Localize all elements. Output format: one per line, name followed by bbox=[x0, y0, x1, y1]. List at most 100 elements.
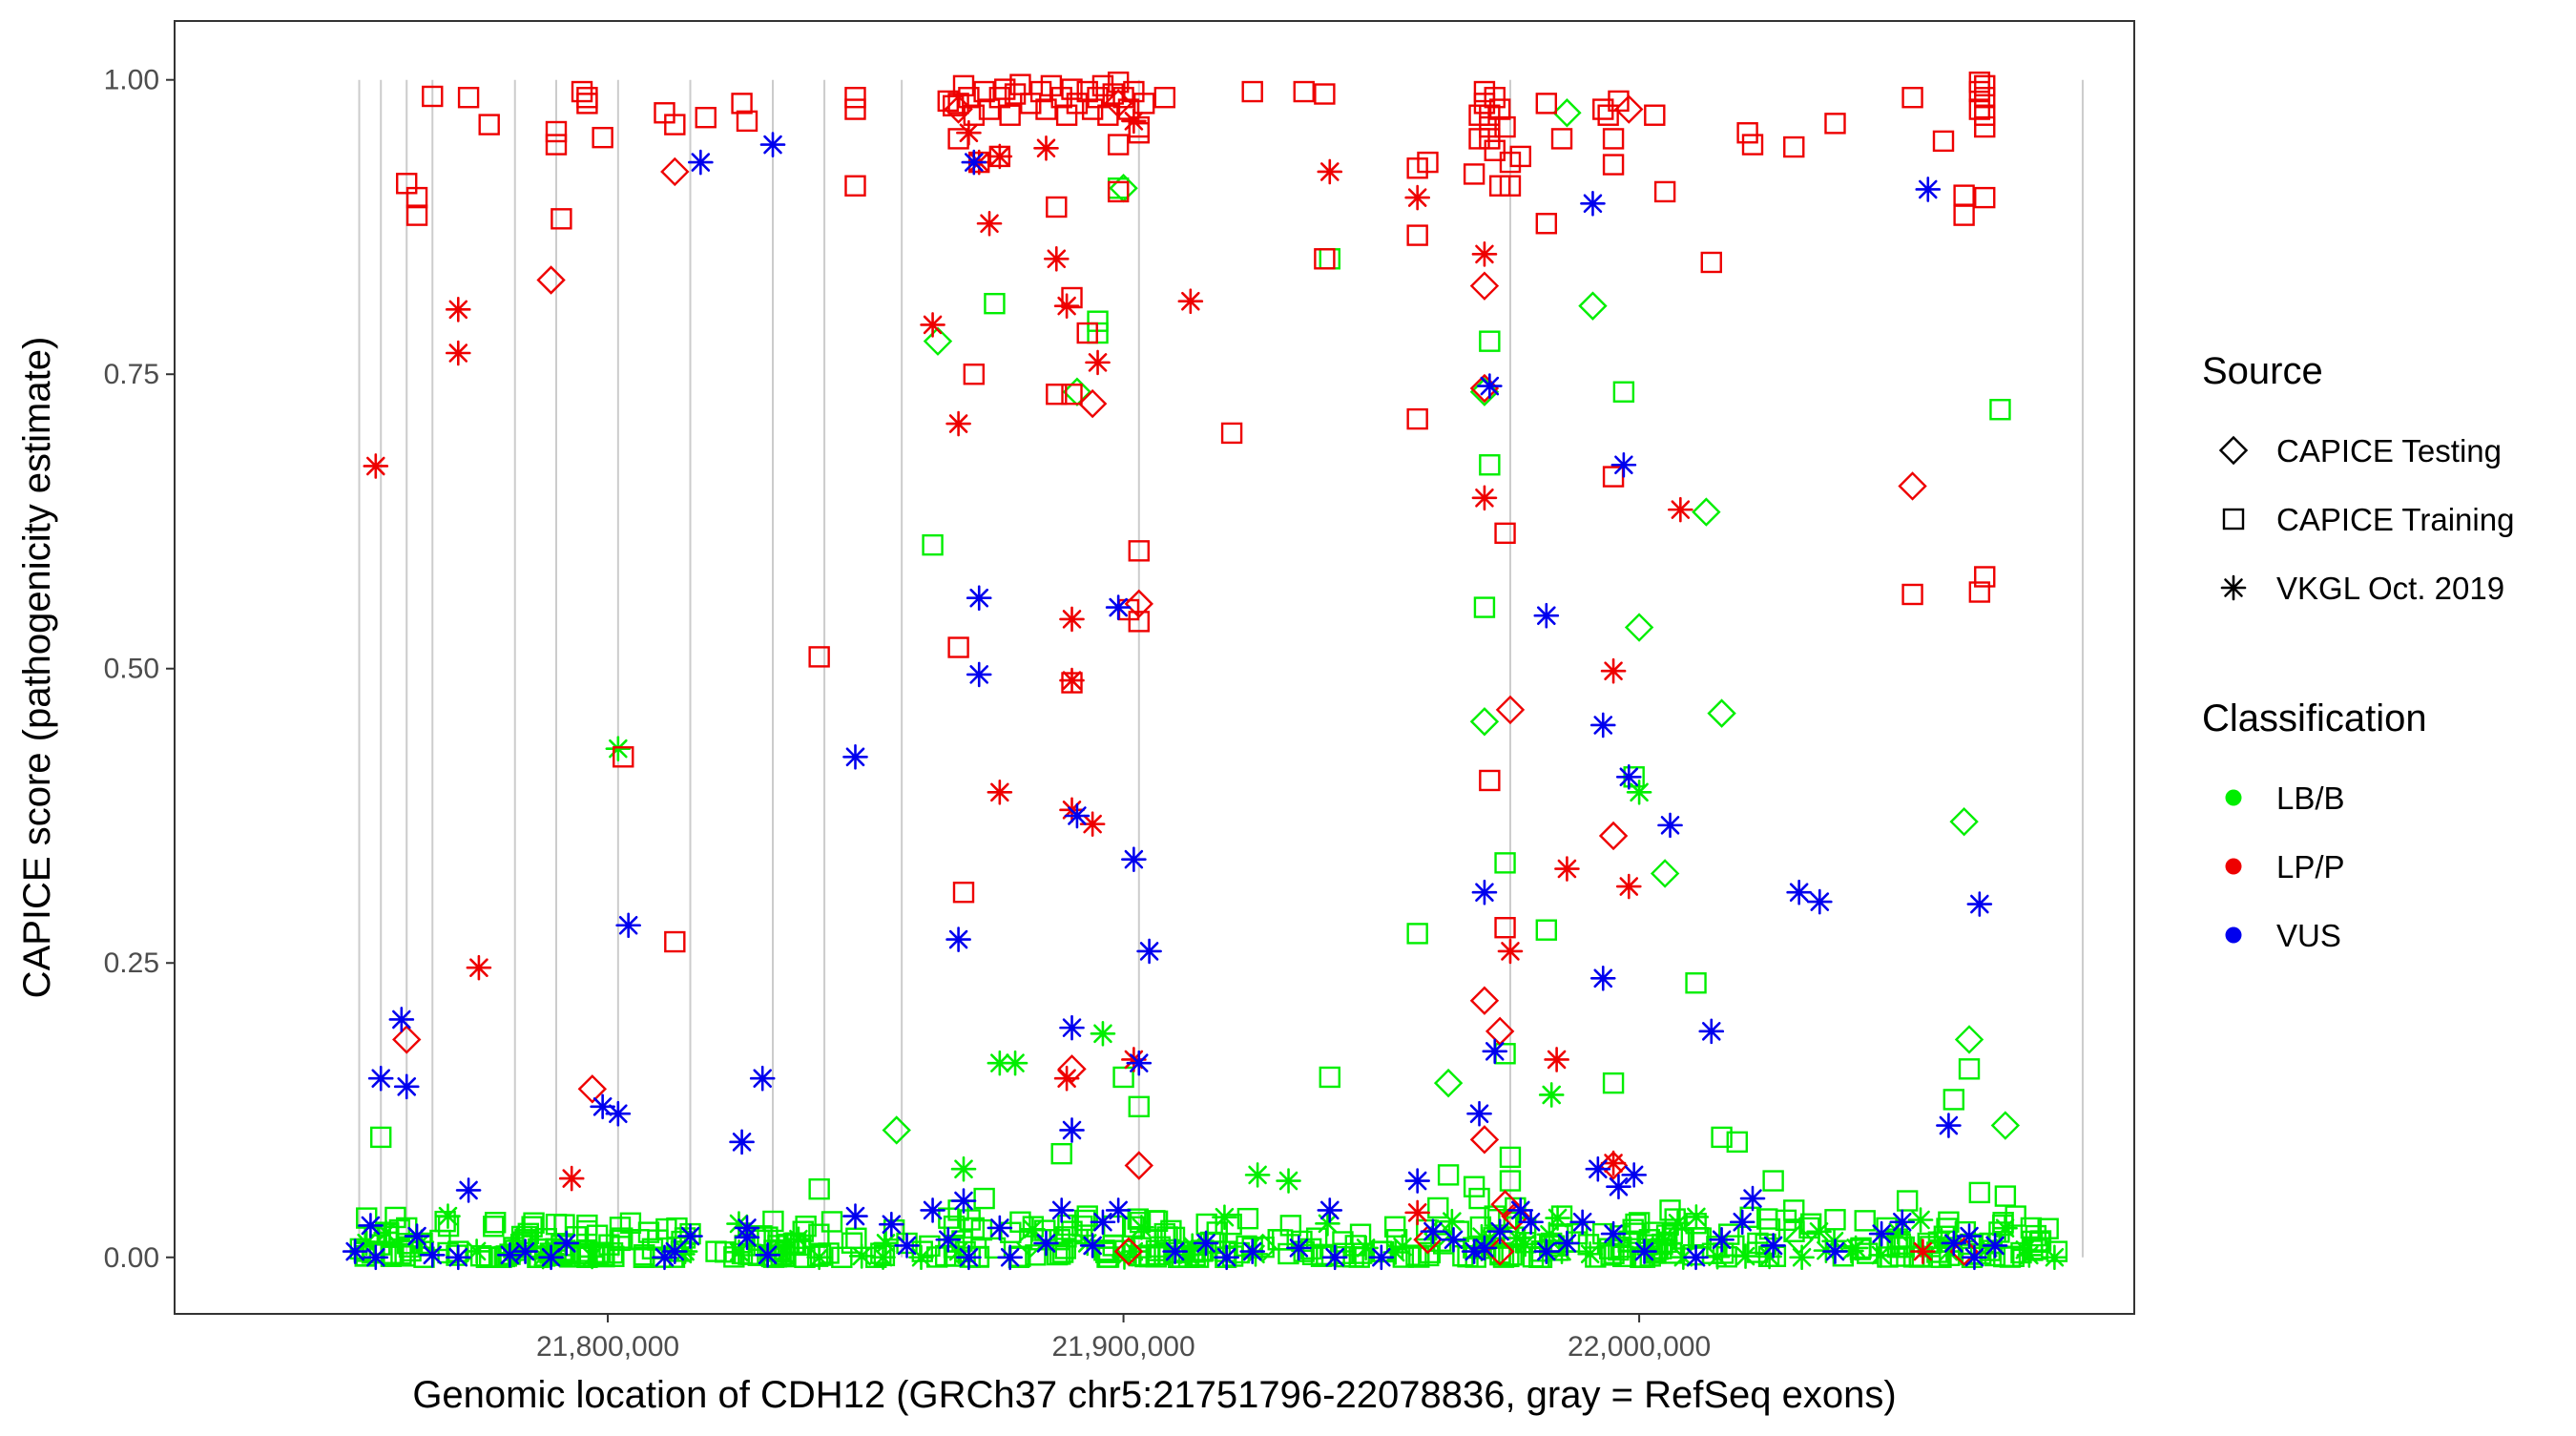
asterisk-stroke bbox=[763, 135, 782, 155]
point-square bbox=[628, 1229, 650, 1251]
point-asterisk bbox=[755, 1241, 780, 1268]
asterisk-stroke bbox=[1216, 1247, 1236, 1267]
point-square bbox=[1055, 1226, 1077, 1248]
series-vkgl-oct-2019-vus bbox=[342, 132, 2008, 1271]
point-square bbox=[1499, 175, 1522, 197]
point-asterisk bbox=[1317, 1197, 1343, 1223]
point-square bbox=[1035, 98, 1057, 120]
point-square bbox=[1061, 286, 1083, 309]
point-diamond bbox=[1077, 388, 1108, 419]
point-asterisk bbox=[2220, 574, 2247, 601]
panel-border bbox=[174, 20, 2135, 1315]
point-square bbox=[1783, 1199, 1805, 1221]
point-square bbox=[1022, 1216, 1045, 1238]
point-square bbox=[1241, 80, 1263, 103]
asterisk-stroke bbox=[729, 1214, 749, 1234]
point-asterisk bbox=[879, 1211, 904, 1238]
point-asterisk bbox=[1162, 1238, 1188, 1264]
point-asterisk bbox=[1683, 1244, 1709, 1271]
point-square bbox=[609, 1217, 632, 1238]
asterisk-stroke bbox=[345, 1241, 364, 1261]
point-square bbox=[1644, 104, 1666, 126]
point-square bbox=[634, 1244, 655, 1266]
point-square bbox=[1917, 1232, 1939, 1255]
point-square bbox=[1128, 122, 1150, 144]
point-square bbox=[870, 1242, 892, 1264]
asterisk-stroke bbox=[923, 315, 943, 335]
point-asterisk bbox=[1136, 938, 1162, 965]
asterisk-stroke bbox=[1892, 1212, 1912, 1232]
asterisk-stroke bbox=[990, 1218, 1009, 1238]
point-square bbox=[1128, 1095, 1150, 1118]
point-square bbox=[1076, 322, 1098, 344]
point-square bbox=[1932, 130, 1955, 153]
point-square bbox=[576, 1240, 598, 1262]
point-asterisk bbox=[920, 1197, 945, 1223]
point-asterisk bbox=[842, 743, 868, 770]
point-asterisk bbox=[497, 1241, 523, 1268]
point-square bbox=[1452, 1244, 1474, 1267]
asterisk-stroke bbox=[1537, 1241, 1556, 1261]
point-square bbox=[984, 292, 1006, 315]
asterisk-stroke bbox=[1810, 892, 1830, 911]
y-tick-label: 0.00 bbox=[104, 1242, 159, 1274]
point-square bbox=[545, 120, 568, 143]
point-asterisk bbox=[848, 1243, 875, 1269]
legend-swatch bbox=[2225, 926, 2242, 944]
point-square bbox=[1153, 87, 1176, 109]
asterisk-stroke bbox=[959, 123, 979, 143]
point-asterisk bbox=[1822, 1238, 1848, 1264]
point-square bbox=[603, 1245, 625, 1267]
point-asterisk bbox=[1739, 1185, 1766, 1212]
point-diamond bbox=[1124, 589, 1153, 619]
point-square bbox=[769, 1238, 791, 1261]
asterisk-stroke bbox=[939, 1230, 958, 1250]
point-square bbox=[1762, 1170, 1784, 1192]
point-square bbox=[1107, 180, 1130, 203]
asterisk-stroke bbox=[1109, 1200, 1128, 1220]
asterisk-stroke bbox=[1423, 1221, 1443, 1241]
asterisk-stroke bbox=[1319, 162, 1340, 181]
point-asterisk bbox=[1441, 1226, 1466, 1253]
point-asterisk bbox=[367, 1065, 394, 1092]
asterisk-stroke bbox=[1109, 597, 1128, 617]
legend-label: VUS bbox=[2276, 918, 2341, 953]
asterisk-stroke bbox=[1701, 1022, 1721, 1041]
asterisk-stroke bbox=[969, 588, 989, 608]
point-square bbox=[1220, 1213, 1242, 1236]
legend-entry: CAPICE Training bbox=[2222, 502, 2514, 537]
point-square bbox=[1711, 1126, 1733, 1149]
asterisk-stroke bbox=[1630, 782, 1649, 802]
point-square bbox=[457, 87, 480, 109]
point-square bbox=[1602, 154, 1625, 176]
asterisk-stroke bbox=[1289, 1238, 1309, 1258]
point-asterisk bbox=[1554, 1230, 1580, 1257]
asterisk-stroke bbox=[1062, 671, 1082, 690]
asterisk-stroke bbox=[438, 1206, 458, 1226]
point-square bbox=[844, 175, 866, 197]
point-asterisk bbox=[935, 1226, 962, 1253]
point-square bbox=[1535, 213, 1558, 235]
point-asterisk bbox=[1533, 1238, 1560, 1264]
x-axis-title: Genomic location of CDH12 (GRCh37 chr5:2… bbox=[412, 1374, 1896, 1416]
asterisk-stroke bbox=[1919, 179, 1938, 199]
point-square bbox=[973, 1187, 995, 1210]
point-asterisk bbox=[1193, 1230, 1219, 1257]
point-asterisk bbox=[466, 954, 492, 981]
point-square bbox=[664, 930, 686, 953]
asterisk-stroke bbox=[1139, 942, 1159, 961]
point-asterisk bbox=[759, 132, 786, 157]
point-asterisk bbox=[662, 1238, 688, 1264]
asterisk-stroke bbox=[737, 1228, 757, 1247]
point-square bbox=[545, 134, 568, 156]
point-asterisk bbox=[1471, 485, 1498, 511]
point-diamond bbox=[1949, 806, 1979, 837]
point-diamond bbox=[1433, 1068, 1464, 1098]
point-diamond bbox=[1016, 1228, 1046, 1259]
asterisk-stroke bbox=[923, 1200, 943, 1220]
point-square bbox=[808, 646, 830, 668]
point-asterisk bbox=[1907, 1207, 1934, 1233]
point-asterisk bbox=[1610, 451, 1637, 478]
point-square bbox=[485, 1212, 507, 1234]
asterisk-stroke bbox=[1593, 968, 1613, 989]
